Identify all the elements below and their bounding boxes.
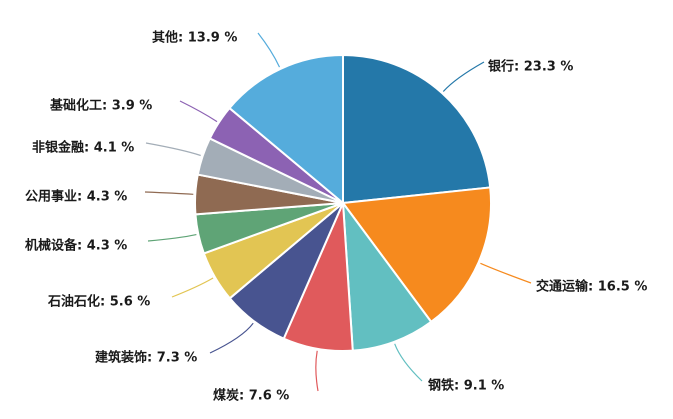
- leader-line: [144, 191, 194, 195]
- pie-slice: [342, 186, 492, 323]
- leader-line: [147, 234, 197, 242]
- slice-label: 其他: 13.9 %: [152, 30, 237, 46]
- slice-label: 钢铁: 9.1 %: [428, 378, 504, 394]
- slice-label: 基础化工: 3.9 %: [49, 98, 152, 114]
- leader-line: [209, 322, 254, 354]
- leader-line: [394, 343, 423, 382]
- slice-label: 机械设备: 4.3 %: [25, 238, 127, 254]
- leader-line: [257, 32, 281, 68]
- pie-slices: [194, 54, 492, 353]
- leader-line: [171, 277, 214, 298]
- pie-slice: [342, 202, 433, 352]
- slice-label: 建筑装饰: 7.3 %: [95, 350, 197, 366]
- slice-label: 公用事业: 4.3 %: [25, 189, 127, 205]
- slice-label: 银行: 23.3 %: [488, 59, 573, 75]
- leader-line: [442, 61, 485, 92]
- slice-label: 非银金融: 4.1 %: [32, 140, 134, 156]
- leader-line: [480, 262, 532, 284]
- pie-slice: [228, 54, 344, 204]
- slice-label: 煤炭: 7.6 %: [213, 388, 289, 404]
- leader-line: [179, 100, 218, 123]
- leader-lines: [144, 32, 532, 392]
- leader-line: [145, 142, 201, 157]
- slice-label: 交通运输: 16.5 %: [536, 279, 647, 295]
- slice-label: 石油石化: 5.6 %: [47, 294, 150, 310]
- pie-slice: [342, 54, 492, 204]
- slice-labels: 银行: 23.3 % 交通运输: 16.5 % 钢铁: 9.1 % 煤炭: 7.6 %…: [25, 30, 647, 404]
- leader-line: [315, 350, 319, 392]
